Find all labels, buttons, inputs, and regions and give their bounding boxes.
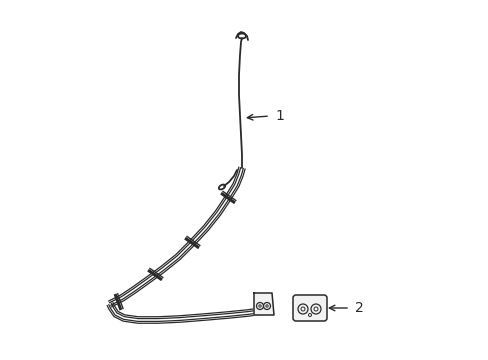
Text: 2: 2 [354,301,363,315]
FancyBboxPatch shape [292,295,326,321]
Polygon shape [253,293,273,315]
Text: 1: 1 [274,109,284,123]
